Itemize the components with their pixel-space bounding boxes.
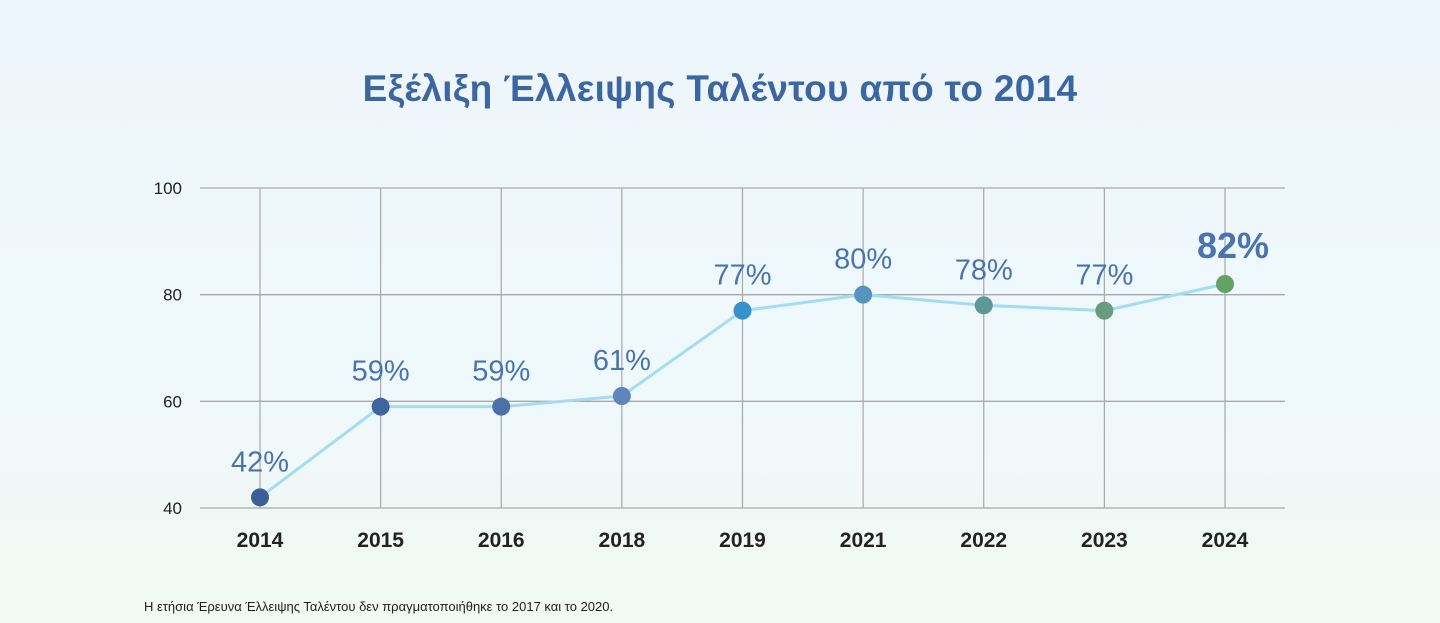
y-axis: 40 60 80 100	[154, 179, 182, 518]
x-tick-label: 2022	[960, 529, 1007, 552]
data-label: 42%	[231, 446, 289, 478]
x-tick-label: 2023	[1081, 529, 1128, 552]
data-label: 78%	[955, 254, 1013, 286]
data-point[interactable]	[1216, 275, 1234, 293]
data-point[interactable]	[1095, 301, 1114, 320]
data-label: 77%	[713, 260, 771, 292]
data-point[interactable]	[974, 296, 993, 315]
data-point[interactable]	[612, 387, 631, 405]
y-tick-label: 40	[163, 499, 182, 518]
x-tick-label: 2014	[237, 529, 284, 552]
data-point[interactable]	[854, 285, 873, 304]
footnote: Η ετήσια Έρευνα Έλλειψης Ταλέντου δεν πρ…	[144, 599, 614, 614]
data-point[interactable]	[251, 488, 269, 507]
data-labels: 42% 59% 59% 61% 77% 80% 78% 77% 82%	[231, 225, 1269, 478]
y-tick-label: 60	[163, 392, 182, 411]
x-tick-label: 2016	[478, 529, 525, 552]
data-label: 59%	[472, 356, 530, 388]
data-label: 82%	[1197, 225, 1269, 266]
chart-grid	[200, 187, 1285, 509]
x-tick-label: 2024	[1202, 529, 1249, 552]
x-tick-label: 2018	[599, 529, 646, 552]
x-tick-label: 2019	[719, 529, 766, 552]
data-label: 80%	[834, 244, 892, 276]
y-tick-label: 100	[154, 179, 182, 198]
x-tick-label: 2021	[840, 529, 887, 552]
x-axis: 2014 2015 2016 2018 2019 2021 2022 2023 2024	[237, 529, 1249, 552]
data-label: 59%	[352, 356, 410, 388]
data-label: 77%	[1075, 260, 1133, 292]
x-tick-label: 2015	[357, 529, 404, 552]
chart-title: Εξέλιξη Έλλειψης Ταλέντου από το 2014	[362, 68, 1078, 109]
data-point[interactable]	[492, 397, 511, 416]
data-points	[251, 275, 1234, 507]
data-point[interactable]	[371, 397, 390, 416]
y-tick-label: 80	[163, 286, 182, 305]
data-point[interactable]	[733, 301, 752, 320]
data-label: 61%	[593, 345, 651, 377]
